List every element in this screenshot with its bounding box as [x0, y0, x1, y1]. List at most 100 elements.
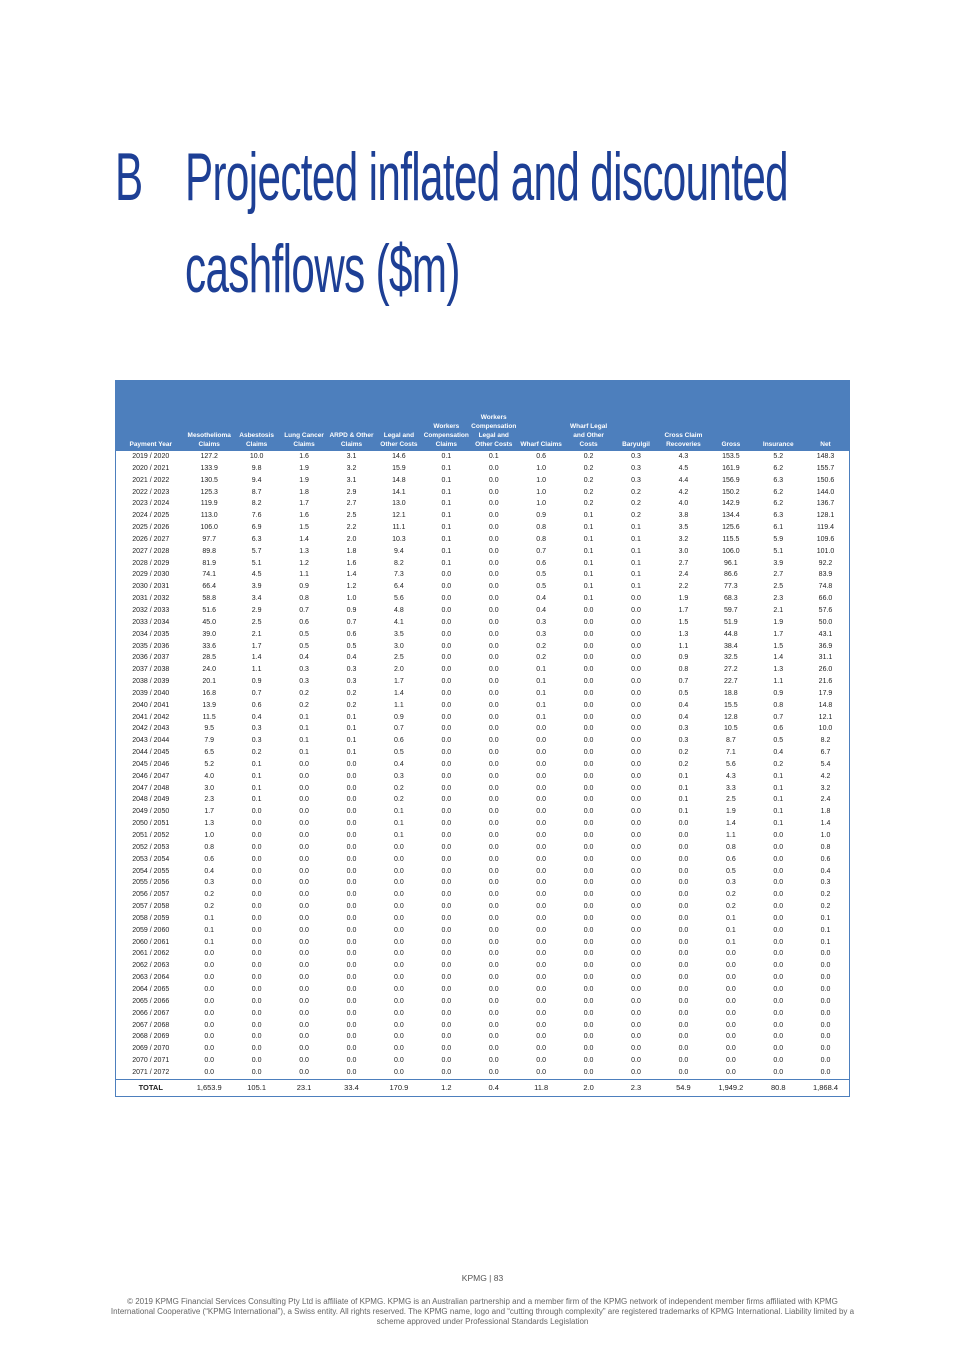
table-cell: 0.0: [251, 1033, 262, 1041]
table-cell: 0.0: [441, 701, 452, 709]
table-cell: 0.0: [299, 832, 309, 839]
table-row: 2065 / 2066 0.0 0.0 0.0 0.0 0.0 0.0 0.0 0.0 0.0 0.…: [116, 996, 850, 1008]
table-cell: 0.0: [346, 879, 357, 887]
table-cell: 1.9: [773, 618, 784, 626]
table-cell: 0.2: [725, 891, 736, 899]
table-cell: 0.0: [631, 974, 641, 982]
table-cell: 97.7: [202, 535, 217, 543]
table-cell: 0.0: [583, 784, 594, 792]
table-cell: 0.6: [725, 855, 736, 863]
table-cell: 125.3: [200, 488, 218, 496]
total-cell: 23.1: [280, 1078, 328, 1097]
table-cell: 4.3: [725, 772, 736, 780]
table-cell: 0.0: [631, 985, 641, 993]
table-row: 2061 / 2062 0.0 0.0 0.0 0.0 0.0 0.0 0.0 0.0 0.0 0.…: [116, 948, 850, 960]
total-cell: 80.8: [754, 1078, 802, 1097]
table-cell: 0.0: [299, 926, 309, 934]
table-cell: 3.0: [394, 642, 404, 650]
table-cell: 2059 / 2060: [132, 926, 170, 934]
table-row: 2019 / 2020 127.2 10.0 1.6 3.1 14.6 0.1 0.1 0.6 0…: [116, 451, 850, 463]
table-cell: 0.0: [251, 1068, 262, 1076]
table-cell: 1.1: [773, 678, 784, 686]
table-cell: 0.0: [536, 855, 547, 863]
table-cell: 0.0: [631, 654, 641, 662]
table-cell: 0.1: [299, 713, 309, 721]
table-cell: 0.0: [251, 1021, 262, 1029]
table-cell: 0.9: [536, 512, 547, 520]
table-cell: 1.3: [678, 630, 689, 638]
table-cell: 1.0: [820, 832, 831, 839]
table-cell: 0.0: [773, 950, 784, 958]
table-cell: 0.0: [204, 1021, 215, 1029]
table-cell: 0.0: [299, 796, 309, 804]
table-cell: 0.0: [536, 938, 547, 946]
table-cell: 0.0: [488, 760, 499, 768]
table-cell: 27.2: [724, 666, 738, 674]
table-cell: 2.3: [204, 796, 215, 804]
table-cell: 0.6: [299, 618, 309, 626]
table-cell: 0.2: [583, 488, 594, 496]
table-cell: 38.4: [724, 642, 738, 650]
table-row: 2029 / 2030 74.1 4.5 1.1 1.4 7.3 0.0 0.0 0.5 0.1 0…: [116, 569, 850, 581]
table-cell: 2053 / 2054: [132, 855, 170, 863]
table-cell: 0.0: [536, 1021, 547, 1029]
table-cell: 10.0: [249, 453, 264, 460]
table-cell: 0.0: [394, 891, 404, 899]
total-cell: 1,653.9: [185, 1078, 233, 1097]
table-cell: 0.0: [299, 891, 309, 899]
table-cell: 0.0: [441, 737, 452, 745]
table-cell: 0.0: [536, 879, 547, 887]
table-cell: 0.1: [204, 926, 215, 934]
table-cell: 14.8: [818, 701, 833, 709]
table-cell: 0.0: [678, 820, 689, 828]
table-cell: 0.0: [441, 595, 452, 603]
table-cell: 1.0: [346, 595, 357, 603]
table-cell: 0.0: [536, 1009, 547, 1017]
table-cell: 0.0: [583, 701, 594, 709]
table-cell: 0.1: [251, 772, 262, 780]
table-cell: 0.1: [299, 737, 309, 745]
table-cell: 0.0: [204, 974, 215, 982]
table-cell: 0.0: [488, 606, 499, 614]
table-cell: 130.5: [200, 476, 218, 484]
table-cell: 0.0: [725, 950, 736, 958]
table-cell: 0.0: [488, 974, 499, 982]
table-cell: 0.6: [773, 725, 784, 733]
table-cell: 0.0: [773, 879, 784, 887]
table-cell: 0.3: [536, 630, 547, 638]
total-cell: 33.4: [327, 1078, 376, 1097]
table-cell: 2.1: [251, 630, 262, 638]
table-cell: 33.6: [202, 642, 217, 650]
table-cell: 6.2: [773, 464, 784, 472]
table-cell: 14.6: [392, 453, 406, 460]
table-cell: 0.0: [394, 914, 404, 922]
table-cell: 0.0: [346, 843, 357, 851]
table-cell: 0.0: [204, 962, 215, 970]
table-cell: 15.9: [392, 464, 406, 472]
table-cell: 0.1: [773, 796, 784, 804]
table-cell: 0.1: [631, 547, 641, 555]
table-cell: 0.0: [346, 903, 357, 911]
table-cell: 0.0: [488, 950, 499, 958]
total-cell: 54.9: [659, 1078, 708, 1097]
table-row: 2022 / 2023 125.3 8.7 1.8 2.9 14.1 0.1 0.0 1.0 0.…: [116, 487, 850, 499]
table-cell: 0.0: [299, 867, 309, 875]
table-cell: 119.4: [816, 524, 834, 532]
table-cell: 0.3: [299, 666, 309, 674]
table-cell: 0.0: [251, 938, 262, 946]
table-cell: 8.7: [251, 488, 262, 496]
table-cell: 32.5: [724, 654, 738, 662]
table-cell: 0.1: [394, 820, 404, 828]
table-cell: 150.2: [722, 488, 740, 496]
table-cell: 74.1: [202, 571, 217, 579]
table-cell: 0.0: [631, 796, 641, 804]
table-cell: 0.0: [631, 938, 641, 946]
table-cell: 51.9: [724, 618, 738, 626]
table-cell: 0.0: [725, 985, 736, 993]
table-cell: 0.0: [583, 666, 594, 674]
table-cell: 2026 / 2027: [132, 535, 170, 543]
table-cell: 0.0: [204, 997, 215, 1005]
table-cell: 0.8: [820, 843, 831, 851]
table-cell: 1.7: [251, 642, 262, 650]
table-cell: 5.1: [251, 559, 262, 567]
